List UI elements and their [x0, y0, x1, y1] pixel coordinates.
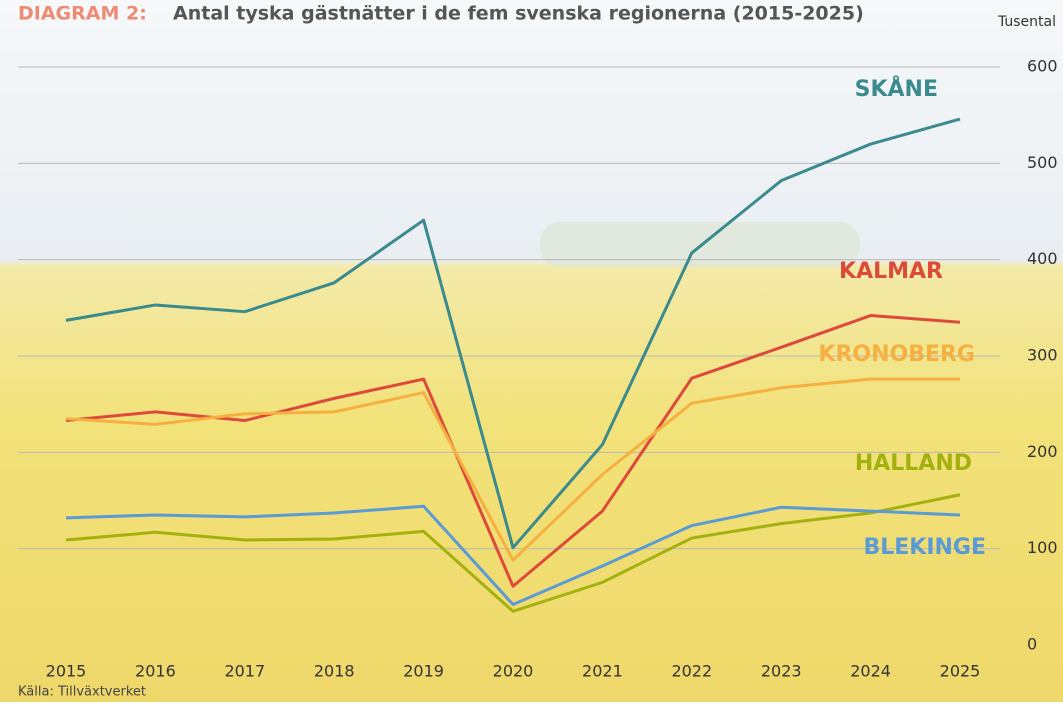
- chart-title: Antal tyska gästnätter i de fem svenska …: [173, 3, 864, 25]
- x-tick-label: 2022: [671, 662, 712, 681]
- x-tick-label: 2016: [135, 662, 176, 681]
- series-line: [65, 504, 961, 607]
- series-label: SKÅNE: [855, 76, 938, 102]
- y-tick-label: 500: [1027, 153, 1058, 172]
- x-tick-label: 2021: [582, 662, 623, 681]
- y-tick-label: 300: [1027, 346, 1058, 365]
- source: Källa: Tillväxtverket: [18, 685, 146, 700]
- series-label: HALLAND: [855, 451, 972, 476]
- y-tick-label: 0: [1027, 635, 1037, 654]
- x-tick-label: 2019: [403, 662, 444, 681]
- x-tick-label: 2024: [850, 662, 891, 681]
- y-tick-label: 400: [1027, 249, 1058, 268]
- series-label: BLEKINGE: [863, 535, 986, 560]
- y-axis-label: Tusental: [997, 14, 1056, 30]
- y-tick-label: 600: [1027, 57, 1058, 76]
- x-tick-label: 2025: [940, 662, 981, 681]
- series-line: [65, 377, 960, 562]
- x-tick-label: 2018: [314, 662, 355, 681]
- series-line: [65, 117, 961, 550]
- x-tick-label: 2020: [493, 662, 534, 681]
- series-label: KRONOBERG: [818, 342, 975, 367]
- y-tick-label: 100: [1027, 538, 1058, 557]
- y-tick-label: 200: [1027, 442, 1058, 461]
- x-tick-label: 2023: [761, 662, 802, 681]
- series-label: KALMAR: [839, 259, 943, 284]
- series-line: [65, 493, 961, 613]
- x-tick-label: 2015: [46, 662, 87, 681]
- chart-title-prefix: DIAGRAM 2:: [18, 3, 147, 25]
- x-tick-label: 2017: [224, 662, 265, 681]
